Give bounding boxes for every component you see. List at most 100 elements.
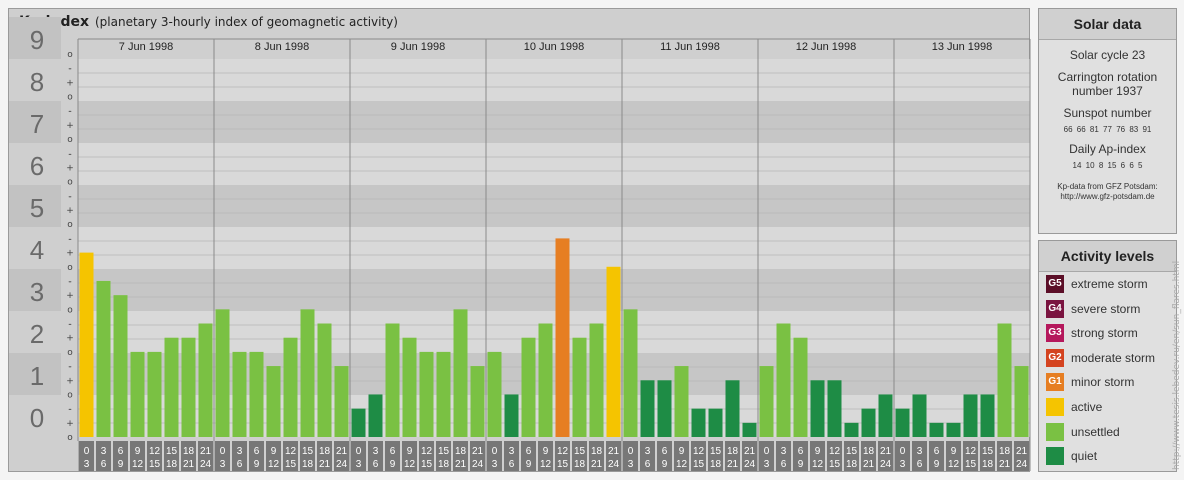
legend-item: G3 strong storm [1046,323,1138,343]
carrington-line2: number 1937 [1072,84,1143,98]
sub-tick-marker: - [68,320,71,330]
kp-bar [623,309,638,437]
interval-end: 6 [781,459,787,470]
interval-start: 3 [509,446,515,457]
sunspot-value: 91 [1142,125,1152,134]
data-source-link[interactable]: http://www.gfz-potsdam.de [1060,192,1155,201]
kp-bar [79,252,94,437]
legend-item: active [1046,397,1102,417]
interval-start: 0 [900,446,906,457]
interval-box [470,441,485,471]
interval-start: 18 [591,446,603,457]
legend-label: minor storm [1071,375,1135,390]
legend-swatch: G1 [1046,373,1064,392]
interval-end: 6 [509,459,515,470]
interval-start: 12 [421,446,433,457]
kp-bar [436,351,451,437]
legend-item: G1 minor storm [1046,372,1134,392]
day-label: 8 Jun 1998 [255,41,309,53]
interval-end: 6 [373,459,379,470]
day-label: 11 Jun 1998 [660,41,720,53]
y-tick-label: 5 [30,193,44,223]
legend-label: extreme storm [1071,277,1148,291]
interval-end: 15 [693,459,705,470]
interval-end: 18 [166,459,178,470]
interval-box [249,441,264,471]
kp-bar [521,337,536,437]
chart-subtitle: (planetary 3-hourly index of geomagnetic… [95,15,398,29]
interval-start: 21 [608,446,620,457]
interval-start: 15 [710,446,722,457]
kp-band [78,311,1030,353]
interval-end: 18 [710,459,722,470]
interval-box [538,441,553,471]
sub-tick-marker: - [68,149,71,159]
kp-label-band [9,269,61,311]
interval-box [317,441,332,471]
interval-end: 18 [982,459,994,470]
interval-start: 15 [846,446,858,457]
interval-start: 15 [982,446,994,457]
kp-bar [351,408,366,437]
interval-end: 6 [237,459,243,470]
interval-box [198,441,213,471]
interval-end: 24 [744,459,756,470]
kp-bar [147,351,162,437]
sub-tick-marker: - [68,107,71,117]
kp-bar [453,309,468,437]
sub-tick-marker: + [66,419,74,429]
data-source-line1: Kp-data from GFZ Potsdam: [1057,182,1158,191]
interval-box [606,441,621,471]
interval-end: 18 [574,459,586,470]
kp-bar [946,422,961,437]
kp-bar [640,380,655,437]
kp-label-band [9,17,61,59]
kp-bar [759,366,774,437]
day-label: 12 Jun 1998 [796,41,857,53]
interval-box [96,441,111,471]
legend-label: active [1071,400,1103,414]
sunspot-value: 76 [1116,125,1126,134]
interval-box [300,441,315,471]
sub-tick-marker: + [66,249,74,259]
kp-bar [419,351,434,437]
sub-tick-marker: o [67,93,73,103]
credit-url: http://www.tesis.lebedev.ru/en/sun_flare… [1172,260,1182,470]
interval-start: 12 [693,446,705,457]
day-label: 10 Jun 1998 [524,41,585,53]
interval-end: 12 [540,459,552,470]
kp-bar [130,351,145,437]
interval-end: 3 [356,459,362,470]
interval-end: 24 [1016,459,1028,470]
kp-bar [589,323,604,437]
interval-box [691,441,706,471]
kp-band [78,227,1030,269]
interval-end: 21 [455,459,467,470]
y-tick-label: 6 [30,151,44,181]
sub-tick-marker: - [68,277,71,287]
kp-bar [538,323,553,437]
interval-box [385,441,400,471]
sub-tick-marker: - [68,362,71,372]
kp-label-band [9,101,61,143]
interval-start: 12 [965,446,977,457]
interval-end: 18 [846,459,858,470]
interval-box [759,441,774,471]
kp-bar [164,337,179,437]
sub-tick-marker: + [66,291,74,301]
interval-box [827,441,842,471]
interval-label-spacer [9,441,78,471]
interval-start: 12 [829,446,841,457]
interval-box [436,441,451,471]
sub-tick-marker: o [67,390,73,400]
interval-end: 21 [591,459,603,470]
legend-item: G4 severe storm [1046,299,1140,319]
interval-box [232,441,247,471]
interval-start: 9 [951,446,957,457]
kp-label-band [9,185,61,227]
interval-start: 6 [254,446,260,457]
interval-end: 15 [829,459,841,470]
y-tick-label: 9 [30,25,44,55]
kp-bar [708,408,723,437]
legend-swatch: G4 [1046,299,1064,318]
